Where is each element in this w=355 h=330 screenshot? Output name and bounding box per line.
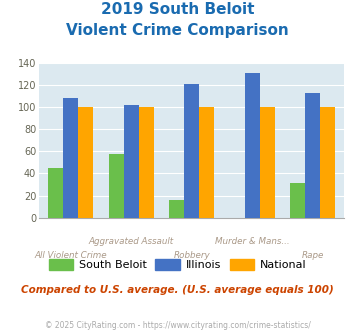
Bar <box>109 153 124 218</box>
Text: 2019 South Beloit: 2019 South Beloit <box>101 2 254 16</box>
Text: Robbery: Robbery <box>173 251 210 260</box>
Bar <box>260 107 275 218</box>
Bar <box>63 98 78 218</box>
Bar <box>290 183 305 218</box>
Text: Violent Crime Comparison: Violent Crime Comparison <box>66 23 289 38</box>
Text: Aggravated Assault: Aggravated Assault <box>89 237 174 246</box>
Bar <box>78 107 93 218</box>
Text: Murder & Mans...: Murder & Mans... <box>215 237 289 246</box>
Text: © 2025 CityRating.com - https://www.cityrating.com/crime-statistics/: © 2025 CityRating.com - https://www.city… <box>45 321 310 330</box>
Text: All Violent Crime: All Violent Crime <box>34 251 107 260</box>
Bar <box>139 107 154 218</box>
Bar <box>245 73 260 218</box>
Bar <box>320 107 335 218</box>
Bar <box>169 200 184 218</box>
Text: Compared to U.S. average. (U.S. average equals 100): Compared to U.S. average. (U.S. average … <box>21 285 334 295</box>
Bar <box>184 84 199 218</box>
Bar <box>305 93 320 218</box>
Text: Rape: Rape <box>301 251 324 260</box>
Bar <box>124 105 139 218</box>
Bar <box>199 107 214 218</box>
Bar <box>48 168 63 218</box>
Legend: South Beloit, Illinois, National: South Beloit, Illinois, National <box>44 255 311 275</box>
